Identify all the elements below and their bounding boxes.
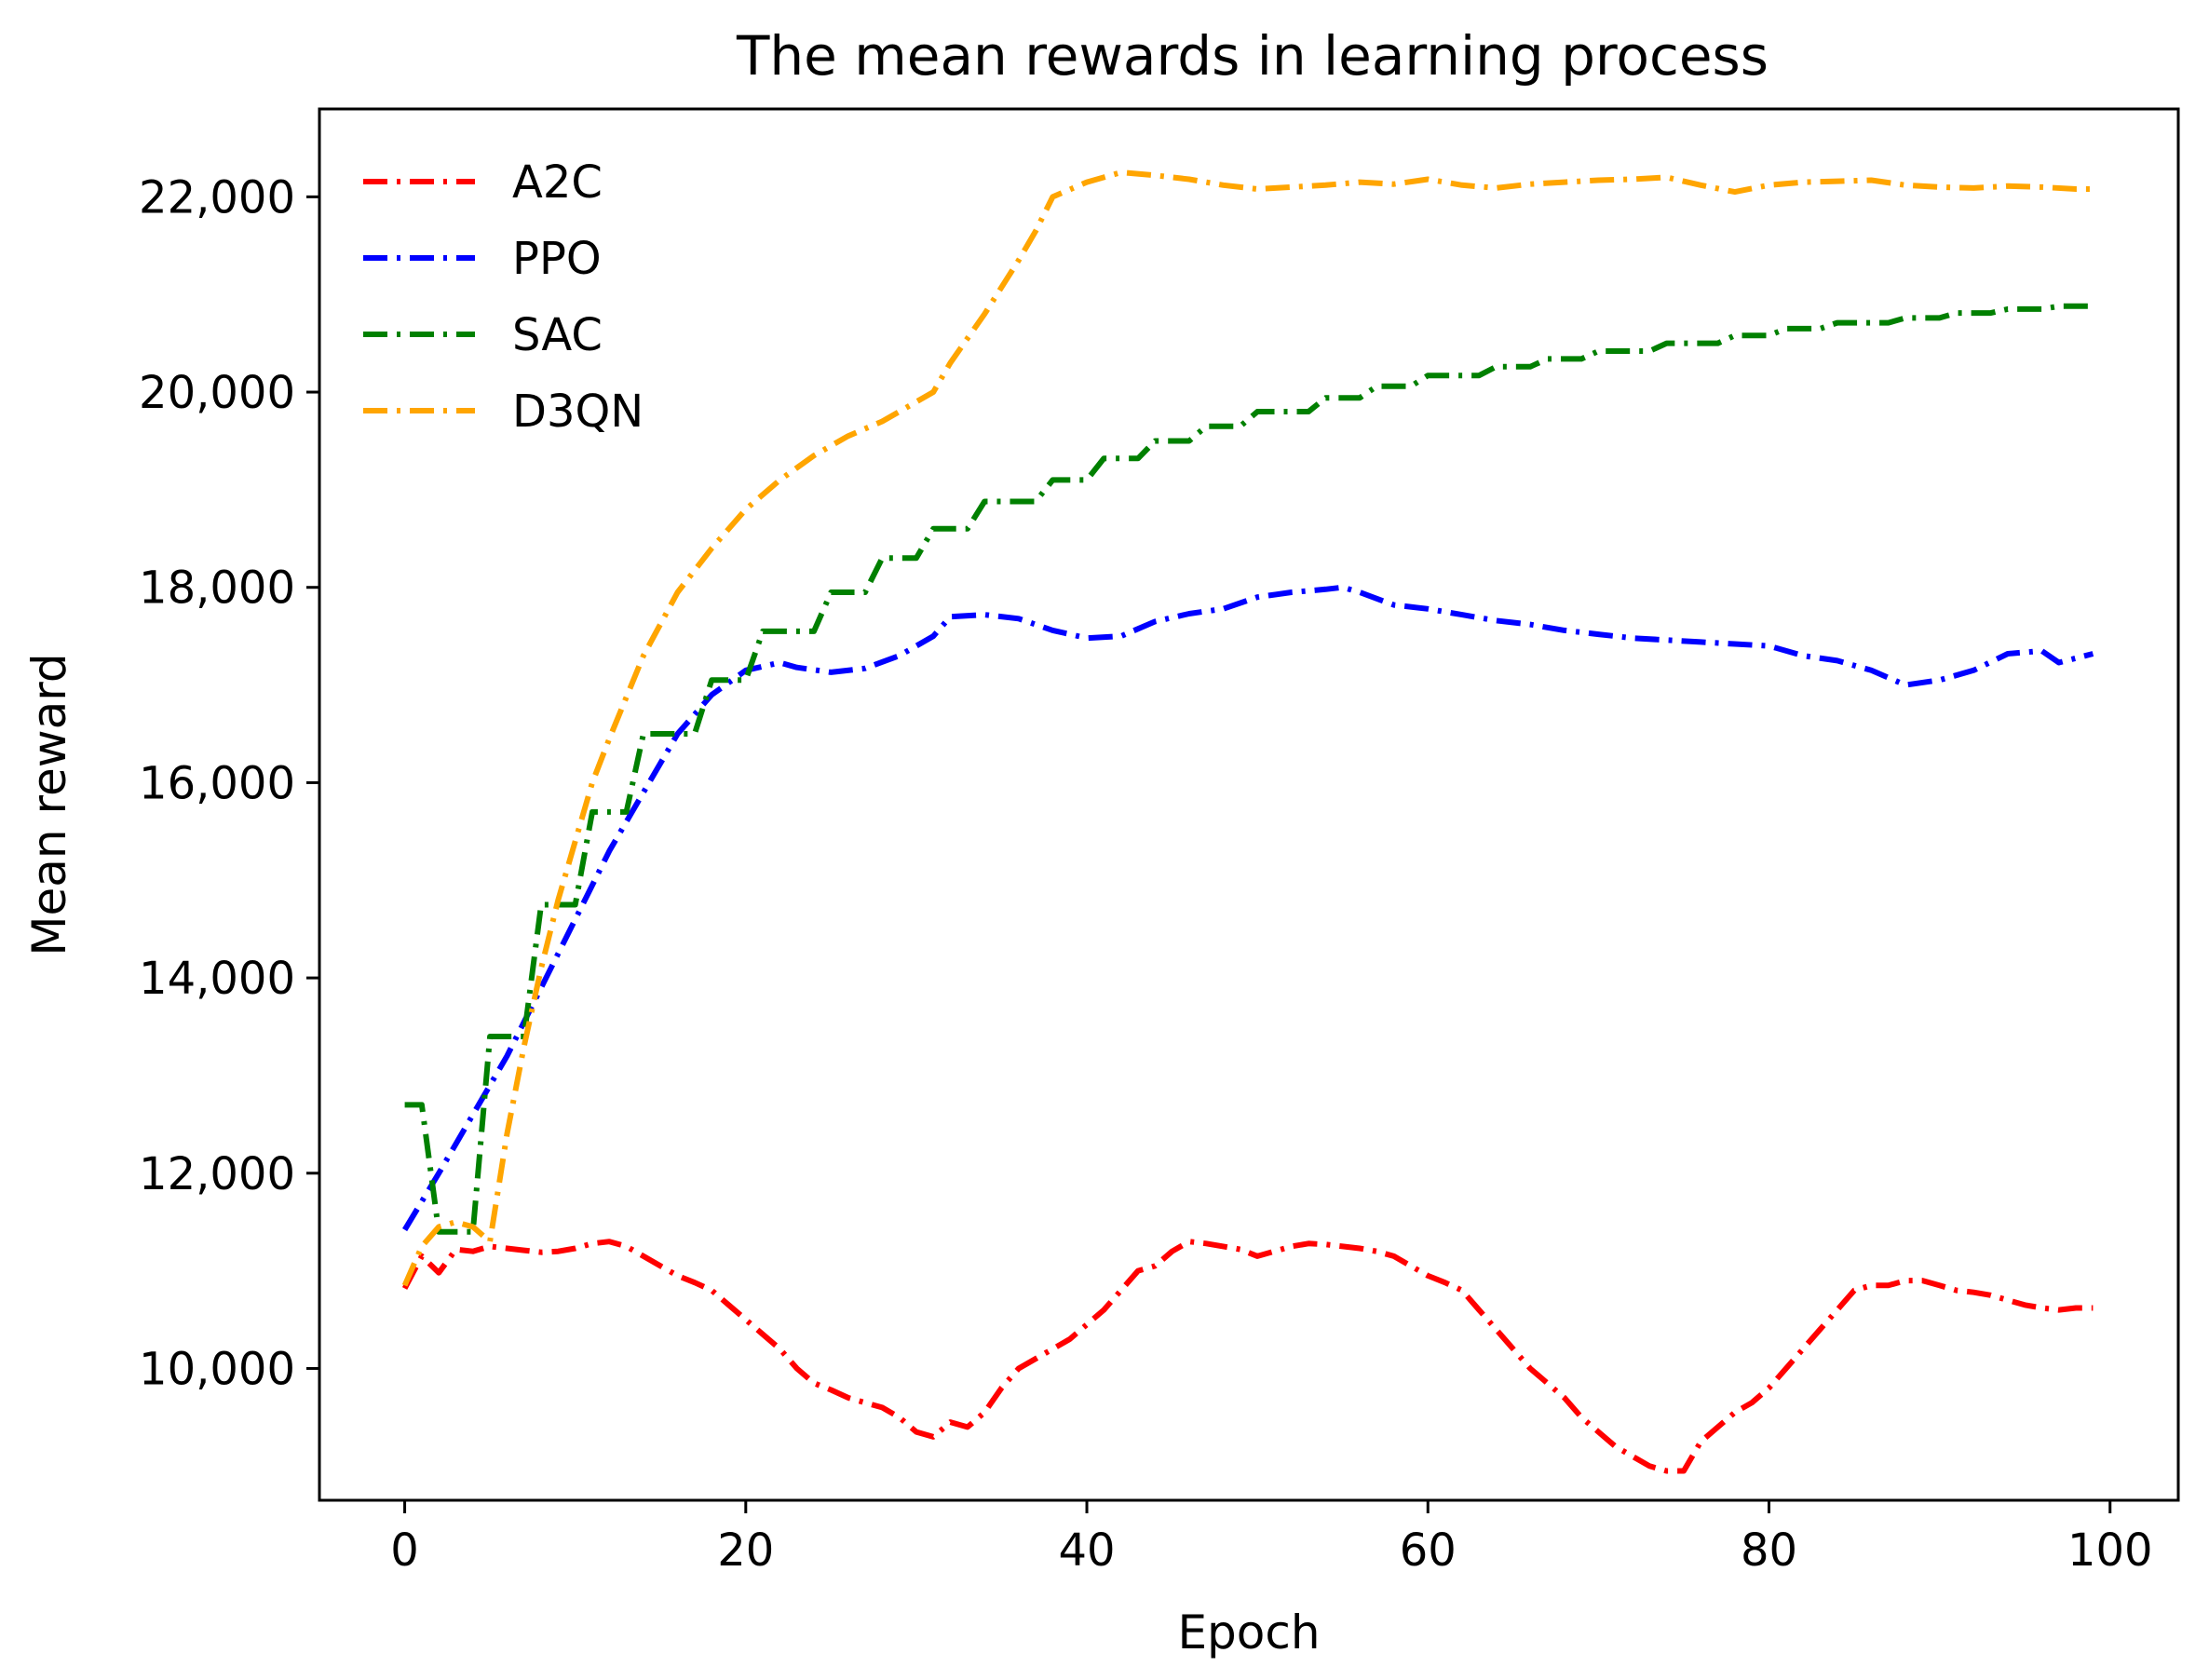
series-line-d3qn — [401, 169, 2094, 1287]
y-tick-label: 20,000 — [139, 367, 295, 419]
y-tick-label: 12,000 — [139, 1148, 295, 1200]
x-axis: 0 20 40 60 80 100 — [390, 1500, 2153, 1577]
legend-label: D3QN — [512, 386, 644, 438]
legend-label: A2C — [512, 156, 603, 209]
y-axis: 10,000 12,000 14,000 16,000 18,000 20,000 22,0… — [139, 171, 319, 1395]
series-line-sac — [404, 303, 2094, 1235]
legend-item-ppo: PPO — [363, 233, 602, 285]
legend-item-sac: SAC — [363, 309, 603, 361]
y-tick-label: 22,000 — [139, 171, 295, 224]
x-tick-label: 40 — [1058, 1524, 1115, 1577]
x-tick-label: 60 — [1400, 1524, 1457, 1577]
legend: A2C PPO SAC D3QN — [363, 156, 644, 438]
y-tick-label: 14,000 — [139, 953, 295, 1005]
plot-frame — [318, 107, 2180, 1502]
chart-title: The mean rewards in learning process — [736, 24, 1769, 88]
y-tick-label: 16,000 — [139, 757, 295, 809]
legend-label: PPO — [512, 233, 602, 285]
x-tick-label: 0 — [390, 1524, 419, 1577]
legend-item-d3qn: D3QN — [363, 386, 644, 438]
x-tick-label: 80 — [1741, 1524, 1797, 1577]
x-tick-label: 100 — [2067, 1524, 2153, 1577]
x-axis-label: Epoch — [1177, 1605, 1320, 1660]
y-tick-label: 18,000 — [139, 562, 295, 615]
legend-item-a2c: A2C — [363, 156, 603, 209]
series-line-a2c — [401, 1239, 2094, 1474]
y-tick-label: 10,000 — [139, 1343, 295, 1395]
plot-lines — [401, 169, 2094, 1474]
x-tick-label: 20 — [717, 1524, 774, 1577]
y-axis-label: Mean reward — [22, 653, 76, 955]
series-line-ppo — [402, 584, 2094, 1232]
legend-label: SAC — [512, 309, 603, 361]
